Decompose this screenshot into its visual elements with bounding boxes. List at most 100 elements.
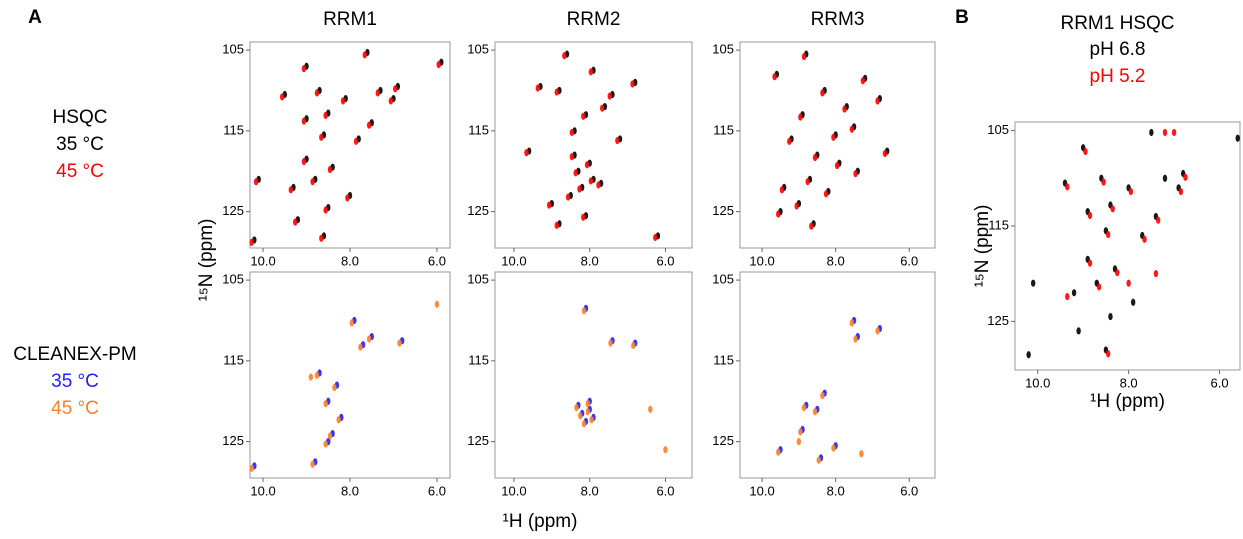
plot-frame	[249, 41, 451, 249]
peak	[336, 416, 341, 424]
peak	[578, 412, 583, 420]
peak	[1087, 259, 1093, 267]
x-tick-label: 6.0	[428, 483, 446, 498]
peak	[1235, 134, 1240, 142]
y-tick-label: 115	[713, 352, 734, 367]
peak	[323, 440, 328, 448]
legend-entry: 35 °C	[56, 134, 104, 155]
peak	[581, 112, 586, 120]
peak	[653, 233, 658, 242]
peak	[569, 153, 575, 161]
peak	[875, 97, 880, 105]
peak	[1030, 279, 1036, 287]
plot-frame	[494, 271, 693, 479]
peak	[1130, 298, 1136, 306]
plot-frame	[249, 271, 451, 479]
y-tick-label: 105	[467, 272, 489, 287]
peak	[816, 456, 821, 464]
peak	[581, 420, 587, 428]
peak	[820, 392, 825, 400]
peak	[565, 193, 571, 201]
peak	[820, 89, 825, 97]
x-tick-label: 6.0	[428, 253, 446, 268]
peak	[1087, 211, 1093, 220]
peak	[842, 105, 847, 113]
y-tick-label: 115	[468, 352, 489, 367]
x-tick-label: 10.0	[749, 253, 774, 268]
y-tick-label: 125	[987, 313, 1009, 328]
y-tick-label: 105	[987, 122, 1009, 137]
peak	[796, 438, 802, 446]
x-tick-label: 6.0	[656, 253, 674, 268]
x-tick-label: 6.0	[900, 253, 918, 268]
peak	[393, 85, 398, 93]
peak	[314, 89, 320, 97]
chart-title: RRM1	[323, 9, 377, 30]
peak	[600, 104, 605, 112]
x-tick-label: 8.0	[341, 253, 359, 268]
peak	[776, 448, 781, 456]
peak	[554, 88, 559, 96]
peak	[849, 125, 855, 133]
peak	[388, 97, 394, 105]
peak	[834, 162, 840, 170]
y-tick-label: 115	[223, 352, 244, 367]
y-tick-label: 105	[222, 42, 244, 57]
x-tick-label: 8.0	[341, 483, 359, 498]
legend-entry: 45 °C	[56, 161, 104, 182]
y-tick-label: 115	[988, 217, 1009, 232]
peak	[327, 166, 333, 174]
peak	[860, 77, 866, 85]
peak	[314, 371, 320, 380]
peak	[812, 153, 818, 162]
peak	[436, 61, 441, 69]
peak	[1105, 350, 1111, 358]
peak	[584, 161, 590, 169]
peak	[301, 157, 307, 166]
peak	[607, 92, 612, 100]
y-axis-label: ¹⁵N (ppm)	[972, 205, 993, 288]
y-tick-label: 125	[712, 433, 734, 448]
peak	[801, 52, 807, 61]
peak	[1155, 216, 1161, 224]
peak	[1183, 173, 1188, 181]
peak	[581, 213, 586, 221]
peak	[631, 341, 636, 350]
peak	[1162, 128, 1168, 137]
peak	[798, 113, 803, 121]
peak	[787, 137, 792, 145]
y-tick-label: 105	[222, 272, 244, 287]
peak	[301, 117, 307, 125]
x-tick-label: 8.0	[1120, 375, 1138, 390]
peak	[308, 373, 314, 381]
peak	[585, 408, 591, 416]
x-tick-label: 10.0	[749, 483, 774, 498]
peak	[279, 93, 285, 101]
peak	[831, 133, 836, 141]
peak	[608, 339, 613, 347]
peak	[397, 339, 402, 347]
y-tick-label: 105	[712, 272, 734, 287]
peak	[875, 327, 880, 335]
peak	[1110, 205, 1115, 213]
x-tick-label: 10.0	[250, 483, 275, 498]
y-tick-label: 125	[222, 433, 244, 448]
peak	[882, 149, 888, 158]
peak	[310, 178, 315, 186]
peak	[323, 400, 328, 408]
peak	[1096, 283, 1102, 291]
x-tick-label: 6.0	[1211, 375, 1229, 390]
peak	[812, 408, 818, 416]
peak	[375, 89, 381, 97]
y-tick-label: 115	[713, 122, 734, 137]
legend-entry: pH 6.8	[1090, 39, 1146, 60]
peak	[1065, 292, 1070, 301]
x-tick-label: 10.0	[501, 253, 526, 268]
x-tick-label: 10.0	[250, 253, 275, 268]
peak	[648, 405, 653, 413]
peak	[1126, 279, 1131, 287]
peak	[249, 464, 254, 472]
peak	[546, 201, 552, 209]
